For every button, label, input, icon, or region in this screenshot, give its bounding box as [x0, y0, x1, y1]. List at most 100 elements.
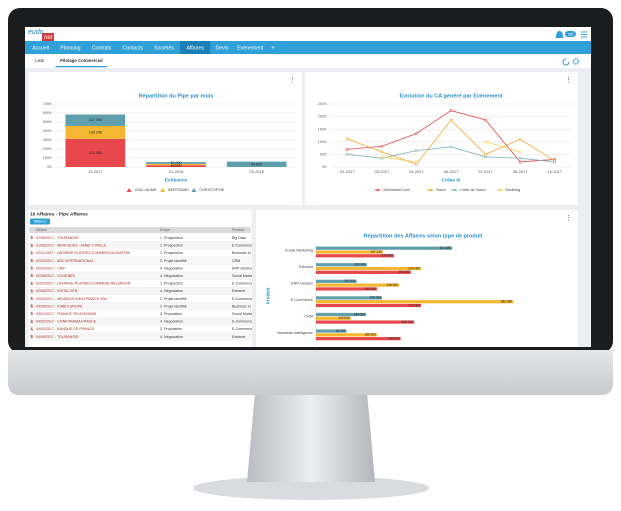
value-label: 290 000 — [402, 320, 414, 324]
table-cell: 03/01/2017 - FRANCE TELEVISIONS — [36, 312, 97, 316]
line-point — [345, 137, 349, 141]
column-header: Affaire — [36, 228, 47, 232]
tab-underline — [55, 66, 108, 68]
settings-icon[interactable] — [572, 58, 580, 65]
line-point — [484, 155, 487, 159]
bar-segment — [65, 138, 126, 167]
nav-item[interactable]: Planning — [60, 45, 80, 51]
table-cell: Business In — [232, 251, 251, 255]
line-point — [484, 118, 487, 122]
line-point — [518, 137, 522, 141]
value-label: 280 000 — [398, 270, 410, 274]
bar — [316, 300, 514, 304]
logo-text: net — [44, 35, 53, 41]
bar — [316, 316, 351, 320]
y-tick-label: 700K — [43, 101, 53, 106]
y-tick-label: Extranet — [299, 265, 314, 269]
table-cell: 04/05/2017 - TOURANGEL — [36, 335, 79, 339]
nav-item[interactable]: Sociétés — [154, 45, 174, 51]
table-cell: 02/11/2017 - LAFARGE PLATRES COMMERCIALI… — [36, 251, 130, 255]
menu-icon[interactable] — [581, 31, 587, 38]
value-label: 582 380 — [501, 300, 513, 304]
refresh-icon[interactable] — [562, 58, 570, 66]
tab[interactable]: Pilotage Commercial — [60, 58, 103, 63]
table-row[interactable] — [28, 332, 252, 341]
y-tick-label: 0K — [322, 164, 327, 169]
chart-title: Evolution du CA généré par Evénement — [399, 93, 502, 99]
table-cell: 4. Négociation — [160, 335, 183, 339]
y-tick-label: 150K — [318, 126, 328, 131]
x-tick-label: 07-2017 — [478, 169, 493, 174]
legend-label: BERTRAND — [168, 188, 189, 192]
nav-item[interactable]: + — [271, 45, 274, 51]
nav-item[interactable]: Evénement — [237, 45, 264, 51]
nav-item[interactable]: Contacts — [123, 45, 144, 51]
row-icon: $ — [31, 334, 34, 339]
x-tick-label: 04-2017 — [409, 169, 424, 174]
table-cell: 4. Négociation — [160, 289, 183, 293]
table-cell: E-Commerce — [232, 297, 253, 301]
x-tick-label: 03-2017 — [375, 169, 390, 174]
value-label: 143 246 — [89, 130, 102, 134]
bar — [316, 263, 367, 267]
line-point — [553, 160, 557, 164]
y-tick-label: 600K — [43, 110, 53, 115]
table-cell: 04/02/2017 - BANQUE DE FRANCE — [36, 327, 95, 331]
bar — [316, 320, 415, 324]
row-icon: $ — [31, 326, 34, 331]
y-tick-label: 400K — [43, 128, 53, 133]
bell-icon[interactable] — [555, 31, 564, 38]
bar — [316, 246, 453, 250]
panel-menu[interactable]: ⋮ — [565, 215, 572, 222]
table-cell: Extranet — [232, 335, 245, 339]
legend-marker — [453, 188, 456, 192]
panel — [305, 72, 578, 205]
tab[interactable]: Liste — [35, 58, 45, 63]
table-cell: 1. Prospection — [160, 236, 183, 240]
table-cell: 2. Projet identifié — [160, 304, 187, 308]
table-cell: 1. Prospection — [160, 251, 183, 255]
line-point — [518, 150, 522, 154]
y-tick-label: 0K — [47, 164, 52, 169]
nav-item[interactable]: Devis — [216, 45, 229, 51]
y-tick-label: 100K — [43, 155, 53, 160]
table-cell: 3. Proposition — [160, 312, 182, 316]
value-label: 120 000 — [344, 279, 356, 283]
panel-menu[interactable]: ⋮ — [565, 77, 572, 84]
x-tick-label: 12-2017 — [547, 169, 562, 174]
bar-segment — [226, 161, 287, 167]
bar — [316, 312, 367, 317]
legend-marker — [126, 188, 132, 192]
table-cell: E-Commerce — [232, 320, 253, 324]
table-cell: 2. Projet identifié — [160, 297, 187, 301]
nav-item[interactable]: Accueil — [32, 45, 49, 51]
badge-text: 3/5 — [568, 31, 574, 36]
nav-item[interactable]: Contrats — [92, 45, 112, 51]
panel-menu[interactable]: ⋮ — [289, 77, 296, 84]
table-cell: E-Commerce — [232, 327, 253, 331]
y-tick-label: E-Commerce — [291, 298, 313, 302]
row-icon: $ — [31, 281, 34, 286]
filter-button-label[interactable]: Affaires — [34, 220, 47, 224]
column-header: Étape — [160, 227, 170, 232]
y-tick-label: 500K — [43, 119, 53, 124]
legend-marker — [498, 188, 502, 192]
y-tick-label: 200K — [43, 146, 53, 151]
nav-item[interactable]: Affaires — [186, 45, 204, 51]
x-tick-label: 01-2018 — [169, 169, 184, 174]
line-point — [345, 147, 349, 151]
bar-segment — [65, 125, 126, 139]
bar — [316, 279, 357, 283]
legend-label: Emailing — [506, 188, 521, 192]
filter-button[interactable] — [30, 218, 50, 225]
table-cell: 02/03/2017 - ABC INTERNATIONAL — [36, 259, 94, 263]
bar-segment — [146, 163, 206, 166]
top-header — [25, 27, 591, 41]
line-point — [484, 152, 487, 156]
line-point — [518, 156, 522, 160]
value-label: 401 580 — [439, 246, 451, 250]
screen: eudo net 3/5 ⋮ ⋮ ⋮ 16 Affaires - Pipe Af… — [25, 27, 591, 347]
bar — [316, 333, 377, 337]
y-tick-label: 250K — [318, 101, 328, 106]
